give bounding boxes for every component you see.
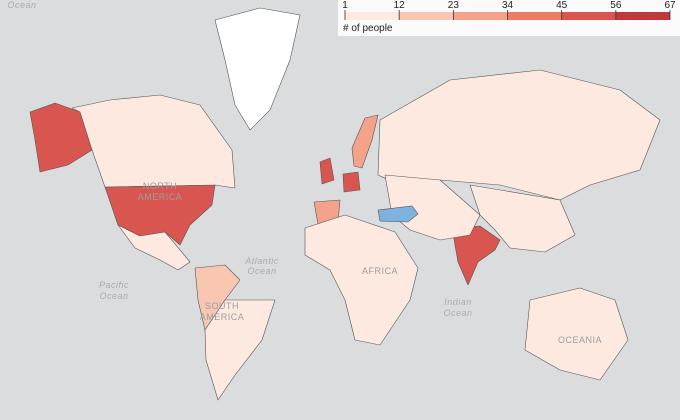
greenland[interactable] bbox=[214, 7, 301, 131]
legend-tick-label: 56 bbox=[610, 0, 622, 11]
legend-swatch bbox=[615, 12, 670, 20]
map-label: Indian bbox=[444, 297, 472, 307]
map-label: AFRICA bbox=[362, 266, 398, 276]
map-label: Ocean bbox=[247, 266, 276, 276]
map-label: SOUTH bbox=[205, 301, 239, 311]
legend-tick-label: 67 bbox=[664, 0, 676, 11]
map-label: Ocean bbox=[7, 0, 36, 10]
legend-tick-label: 12 bbox=[394, 0, 406, 11]
map-label: AMERICA bbox=[200, 312, 245, 322]
map-label: Ocean bbox=[443, 308, 472, 318]
country[interactable] bbox=[524, 287, 629, 381]
legend-tick-label: 45 bbox=[556, 0, 568, 11]
country[interactable] bbox=[117, 224, 191, 271]
legend-swatch bbox=[453, 12, 508, 20]
map-label: OCEANIA bbox=[558, 335, 602, 345]
legend-swatch bbox=[345, 12, 400, 20]
map-label: Ocean bbox=[99, 291, 128, 301]
legend-swatch bbox=[507, 12, 562, 20]
country[interactable] bbox=[451, 225, 501, 286]
map-label: Atlantic bbox=[244, 256, 279, 266]
country[interactable] bbox=[71, 94, 236, 189]
country[interactable] bbox=[469, 184, 576, 253]
country[interactable] bbox=[351, 114, 379, 169]
legend-tick-label: 1 bbox=[342, 0, 348, 11]
legend-swatch bbox=[399, 12, 454, 20]
legend-swatch bbox=[561, 12, 616, 20]
country[interactable] bbox=[342, 171, 361, 193]
map-label: AMERICA bbox=[138, 192, 183, 202]
map-label: Pacific bbox=[99, 280, 129, 290]
country[interactable] bbox=[319, 157, 335, 185]
legend-title: # of people bbox=[343, 23, 393, 34]
legend-tick-label: 23 bbox=[448, 0, 460, 11]
highlighted-country[interactable] bbox=[377, 205, 419, 223]
map-label: NORTH bbox=[143, 181, 177, 191]
country[interactable] bbox=[304, 214, 419, 346]
country[interactable] bbox=[204, 299, 276, 401]
legend-tick-label: 34 bbox=[502, 0, 514, 11]
